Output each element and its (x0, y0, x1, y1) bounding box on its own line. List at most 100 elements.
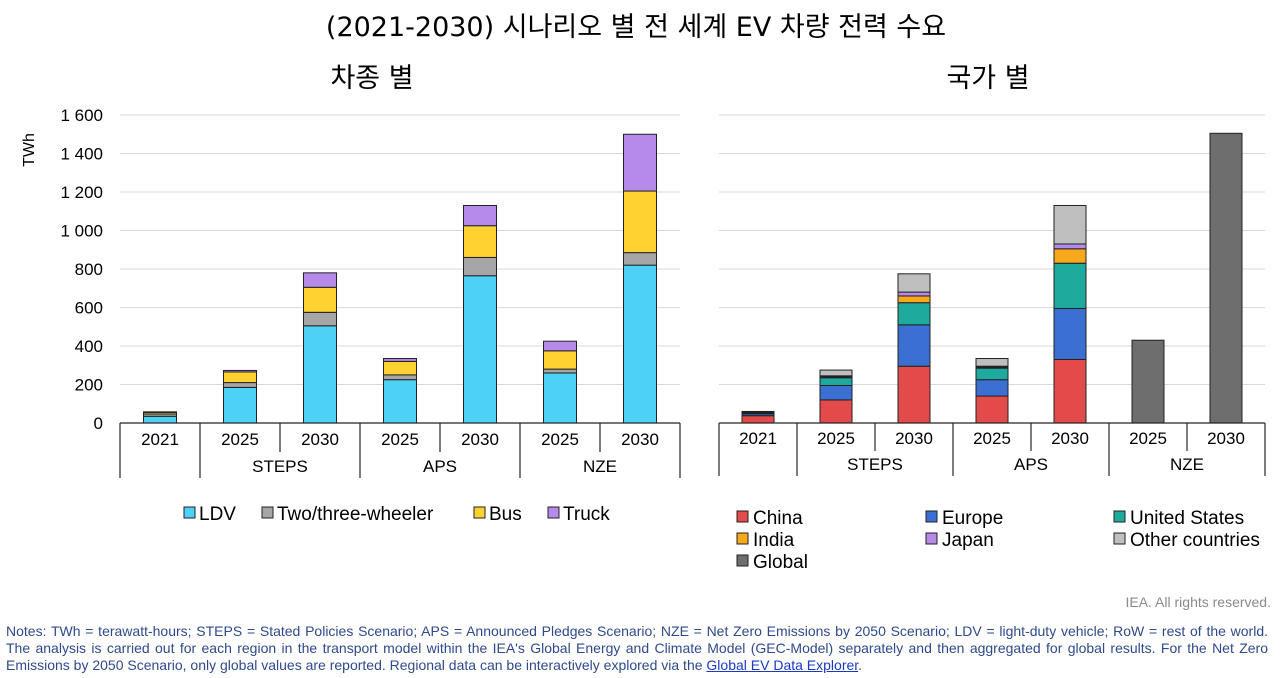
x-group-label: STEPS (252, 457, 308, 476)
notes-text: Notes: TWh = terawatt-hours; STEPS = Sta… (6, 623, 1268, 673)
x-group-label: APS (1014, 455, 1048, 474)
x-group-label: NZE (583, 457, 617, 476)
y-tick-label: 1 400 (60, 145, 103, 164)
chart-canvas: (2021-2030) 시나리오 별 전 세계 EV 차량 전력 수요 차종 별… (21, 12, 1266, 573)
legend-label: India (753, 530, 795, 551)
x-tick-label: 2025 (381, 430, 419, 449)
bar-segment (623, 264, 657, 424)
bar-segment (223, 382, 257, 388)
bar-segment (741, 410, 775, 413)
legend-label: Two/three-wheeler (277, 504, 434, 525)
copyright-notice: IEA. All rights reserved. (1125, 594, 1271, 610)
left-y-tick-labels: 0 200 400 600 800 1 000 1 200 1 400 1 600 (60, 106, 103, 433)
bar-segment (463, 225, 497, 258)
bar-segment (463, 275, 497, 424)
bar-segment (463, 256, 497, 277)
left-legend: LDV Two/three-wheeler Bus Truck (183, 504, 610, 525)
bar-segment (1053, 262, 1087, 309)
legend-swatch (736, 510, 749, 523)
notes-end: . (858, 657, 863, 673)
x-tick-label: 2025 (817, 429, 855, 448)
bar-segment (543, 372, 577, 424)
bar-segment (897, 291, 931, 297)
bar-segment (383, 360, 417, 376)
left-category-axis: STEPS APS NZE 2021 2025 2030 2025 2030 2025 2030 (119, 422, 681, 478)
bar-segment (819, 399, 853, 424)
legend-label: Japan (942, 530, 994, 551)
bar-segment (543, 350, 577, 370)
legend-swatch (736, 532, 749, 545)
x-tick-label: 2030 (461, 430, 499, 449)
bar-segment (543, 368, 577, 374)
bar-segment (143, 415, 177, 424)
legend-swatch (925, 532, 938, 545)
bar-segment (383, 358, 417, 362)
bar-segment (223, 369, 257, 373)
bar-segment (223, 371, 257, 384)
legend-swatch (1113, 532, 1126, 545)
bar-segment (819, 369, 853, 377)
x-tick-label: 2030 (301, 430, 339, 449)
bar-segment (623, 190, 657, 254)
left-gridlines (120, 114, 680, 385)
right-chart-title: 국가 별 (946, 63, 1029, 94)
bar-segment (143, 411, 177, 413)
bar-segment (975, 379, 1009, 397)
legend-swatch (1113, 510, 1126, 523)
bar-segment (975, 358, 1009, 367)
bar-segment (303, 325, 337, 424)
legend-label: United States (1130, 508, 1244, 529)
legend-swatch (183, 506, 196, 519)
bar-segment (897, 365, 931, 424)
y-tick-label: 0 (94, 414, 103, 433)
bar-segment (223, 386, 257, 424)
right-bars (741, 132, 1243, 424)
bar-segment (303, 286, 337, 313)
legend-swatch (547, 506, 560, 519)
bar-segment (1209, 132, 1243, 424)
bar-segment (383, 374, 417, 381)
legend-swatch (473, 506, 486, 519)
bar-segment (623, 133, 657, 192)
legend-label: Truck (563, 504, 610, 525)
bar-segment (1053, 307, 1087, 360)
x-tick-label: 2030 (895, 429, 933, 448)
bar-segment (1053, 248, 1087, 264)
y-tick-label: 800 (75, 260, 103, 279)
y-tick-label: 1 600 (60, 106, 103, 125)
notes: Notes: TWh = terawatt-hours; STEPS = Sta… (6, 623, 1268, 674)
legend-swatch (925, 510, 938, 523)
legend-swatch (736, 554, 749, 567)
bar-segment (1053, 358, 1087, 424)
x-tick-label: 2025 (221, 430, 259, 449)
y-tick-label: 600 (75, 299, 103, 318)
bar-segment (897, 295, 931, 304)
bar-segment (1131, 339, 1165, 424)
legend-label: Bus (489, 504, 522, 525)
bar-segment (819, 384, 853, 401)
right-gridlines (719, 114, 1265, 385)
legend-label: LDV (199, 504, 236, 525)
bar-segment (543, 340, 577, 352)
x-tick-label: 2021 (141, 430, 179, 449)
x-tick-label: 2030 (1051, 429, 1089, 448)
global-ev-data-explorer-link[interactable]: Global EV Data Explorer (706, 657, 859, 673)
bar-segment (1053, 204, 1087, 245)
legend-label: Global (753, 552, 808, 573)
y-tick-label: 1 000 (60, 222, 103, 241)
y-tick-label: 200 (75, 376, 103, 395)
bar-segment (897, 273, 931, 293)
y-tick-label: 1 200 (60, 183, 103, 202)
right-category-axis: STEPS APS NZE 2021 2025 2030 2025 2030 2025 2030 (718, 422, 1266, 476)
left-bars (143, 133, 657, 424)
bar-segment (303, 311, 337, 327)
bar-segment (897, 302, 931, 326)
bar-segment (975, 367, 1009, 381)
bar-segment (975, 395, 1009, 424)
x-tick-label: 2025 (1129, 429, 1167, 448)
bar-segment (623, 252, 657, 266)
right-legend: China Europe United States India Japan Other … (736, 508, 1260, 573)
left-chart-title: 차종 별 (330, 63, 413, 94)
legend-label: China (753, 508, 803, 529)
x-tick-label: 2030 (621, 430, 659, 449)
